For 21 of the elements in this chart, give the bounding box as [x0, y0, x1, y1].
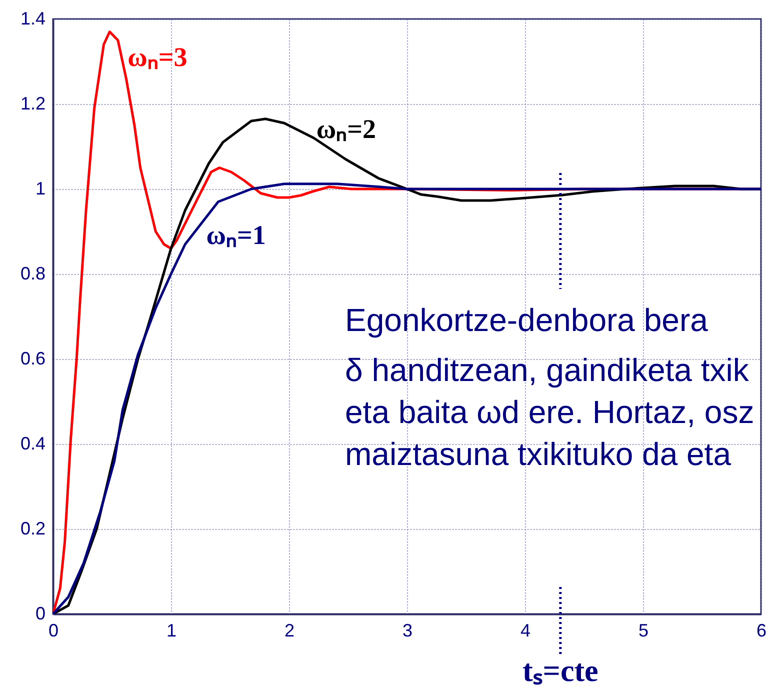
x-tick-label: 4	[520, 620, 531, 640]
y-tick-label: 1	[35, 178, 46, 198]
series-label: ωₙ=1	[206, 220, 266, 250]
y-tick-label: 0.6	[20, 348, 46, 368]
y-tick-label: 0.2	[20, 518, 46, 538]
annotation: Egonkortze-denbora bera	[345, 302, 708, 338]
series-label: ωₙ=2	[316, 114, 376, 144]
y-tick-label: 0.4	[20, 434, 46, 454]
x-tick-label: 0	[48, 620, 59, 640]
x-tick-label: 3	[402, 620, 413, 640]
y-tick-label: 0.8	[20, 264, 46, 284]
x-tick-label: 2	[284, 620, 295, 640]
x-tick-label: 5	[638, 620, 649, 640]
ref-line-label: tₛ=cte	[522, 653, 598, 688]
series-label: ωₙ=3	[128, 42, 188, 72]
y-tick-label: 1.2	[20, 94, 46, 114]
x-tick-label: 6	[756, 620, 767, 640]
annotation: δ handitzean, gaindiketa txik eta baita ωd ere. Hortaz, osz maiztasuna txikituko da eta	[345, 352, 754, 472]
x-tick-label: 1	[166, 620, 177, 640]
y-tick-label: 1.4	[20, 8, 46, 28]
y-tick-label: 0	[35, 604, 46, 624]
